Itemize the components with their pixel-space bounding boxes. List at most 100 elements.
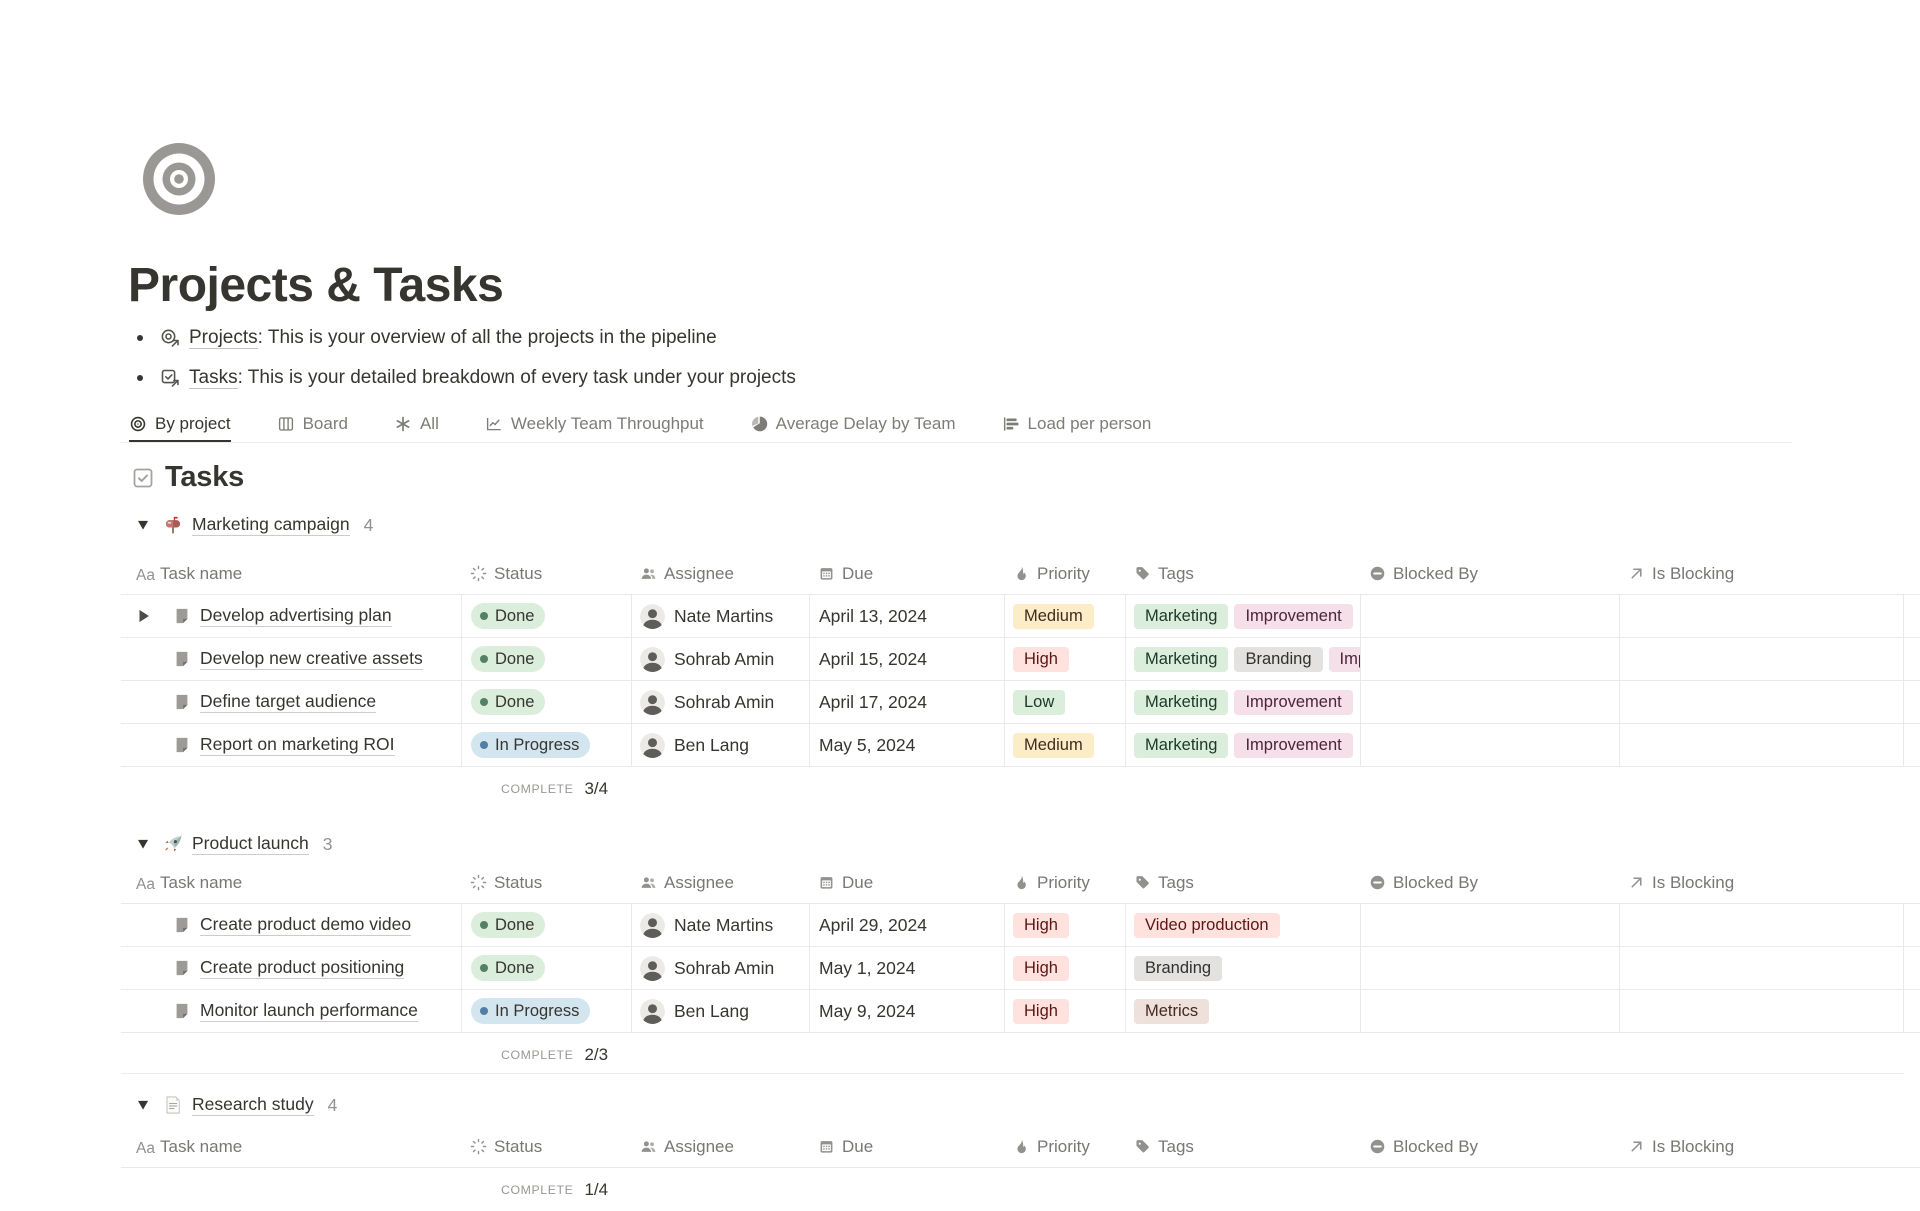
blocked-by-cell[interactable]	[1361, 681, 1620, 724]
due-date-cell[interactable]: April 13, 2024	[810, 595, 1005, 638]
tags-cell[interactable]: Marketing Improvement	[1126, 724, 1361, 767]
blocked-by-cell[interactable]	[1361, 724, 1620, 767]
is-blocking-cell[interactable]	[1620, 724, 1904, 767]
tags-cell[interactable]: Branding	[1126, 947, 1361, 990]
task-link[interactable]: Monitor launch performance	[200, 1000, 418, 1022]
task-name-cell[interactable]: Monitor launch performance	[121, 990, 462, 1033]
is-blocking-cell[interactable]	[1620, 638, 1904, 681]
view-tab-load-per-person[interactable]: Load per person	[1002, 407, 1151, 443]
column-header-tags[interactable]: Tags	[1126, 553, 1361, 595]
tags-cell[interactable]: Metrics	[1126, 990, 1361, 1033]
column-header-task-name[interactable]: Aa Task name	[121, 1126, 462, 1168]
column-header-is-blocking[interactable]: Is Blocking	[1620, 553, 1904, 595]
view-tab-weekly-team-throughput[interactable]: Weekly Team Throughput	[485, 407, 704, 443]
task-name-cell[interactable]: Report on marketing ROI	[121, 724, 462, 767]
assignee-cell[interactable]: Ben Lang	[632, 990, 810, 1033]
blocked-by-cell[interactable]	[1361, 947, 1620, 990]
column-header-is-blocking[interactable]: Is Blocking	[1620, 862, 1904, 904]
priority-cell[interactable]: Medium	[1005, 595, 1126, 638]
column-header-assignee[interactable]: Assignee	[632, 553, 810, 595]
column-header-is-blocking[interactable]: Is Blocking	[1620, 1126, 1904, 1168]
assignee-cell[interactable]: Nate Martins	[632, 595, 810, 638]
assignee-cell[interactable]: Sohrab Amin	[632, 681, 810, 724]
due-date-cell[interactable]: May 1, 2024	[810, 947, 1005, 990]
column-header-task-name[interactable]: Aa Task name	[121, 862, 462, 904]
due-date-cell[interactable]: May 5, 2024	[810, 724, 1005, 767]
task-link[interactable]: Create product positioning	[200, 957, 405, 979]
blocked-by-cell[interactable]	[1361, 990, 1620, 1033]
priority-cell[interactable]: High	[1005, 638, 1126, 681]
column-header-assignee[interactable]: Assignee	[632, 862, 810, 904]
is-blocking-cell[interactable]	[1620, 990, 1904, 1033]
column-header-due[interactable]: Due	[810, 862, 1005, 904]
assignee-cell[interactable]: Ben Lang	[632, 724, 810, 767]
column-header-assignee[interactable]: Assignee	[632, 1126, 810, 1168]
blocked-by-cell[interactable]	[1361, 595, 1620, 638]
due-date-cell[interactable]: April 29, 2024	[810, 904, 1005, 947]
view-tab-by-project[interactable]: By project	[129, 407, 231, 443]
priority-cell[interactable]: High	[1005, 904, 1126, 947]
priority-cell[interactable]: Low	[1005, 681, 1126, 724]
chevron-down-icon[interactable]	[138, 520, 149, 531]
view-tab-board[interactable]: Board	[277, 407, 348, 443]
is-blocking-cell[interactable]	[1620, 904, 1904, 947]
status-cell[interactable]: In Progress	[462, 724, 632, 767]
group-aggregate[interactable]: COMPLETE 3/4	[121, 767, 1920, 810]
task-name-cell[interactable]: Create product positioning	[121, 947, 462, 990]
status-cell[interactable]: Done	[462, 595, 632, 638]
status-cell[interactable]: In Progress	[462, 990, 632, 1033]
column-header-status[interactable]: Status	[462, 1126, 632, 1168]
task-link[interactable]: Develop new creative assets	[200, 648, 423, 670]
assignee-cell[interactable]: Sohrab Amin	[632, 638, 810, 681]
due-date-cell[interactable]: May 9, 2024	[810, 990, 1005, 1033]
task-name-cell[interactable]: Develop advertising plan	[121, 595, 462, 638]
is-blocking-cell[interactable]	[1620, 947, 1904, 990]
status-cell[interactable]: Done	[462, 904, 632, 947]
group-aggregate[interactable]: COMPLETE 1/4	[121, 1168, 1920, 1211]
status-cell[interactable]: Done	[462, 947, 632, 990]
group-aggregate[interactable]: COMPLETE 2/3	[121, 1033, 1920, 1076]
priority-cell[interactable]: High	[1005, 990, 1126, 1033]
task-link[interactable]: Report on marketing ROI	[200, 734, 395, 756]
task-link[interactable]: Create product demo video	[200, 914, 412, 936]
task-name-cell[interactable]: Define target audience	[121, 681, 462, 724]
view-tab-average-delay-by-team[interactable]: Average Delay by Team	[750, 407, 956, 443]
priority-cell[interactable]: Medium	[1005, 724, 1126, 767]
column-header-blocked-by[interactable]: Blocked By	[1361, 862, 1620, 904]
status-cell[interactable]: Done	[462, 681, 632, 724]
group-name-link[interactable]: Research study	[192, 1094, 314, 1116]
page-icon[interactable]	[140, 140, 218, 218]
is-blocking-cell[interactable]	[1620, 595, 1904, 638]
assignee-cell[interactable]: Sohrab Amin	[632, 947, 810, 990]
task-name-cell[interactable]: Create product demo video	[121, 904, 462, 947]
column-header-blocked-by[interactable]: Blocked By	[1361, 1126, 1620, 1168]
column-header-blocked-by[interactable]: Blocked By	[1361, 553, 1620, 595]
group-name-link[interactable]: Product launch	[192, 833, 309, 855]
task-link[interactable]: Define target audience	[200, 691, 377, 713]
column-header-due[interactable]: Due	[810, 553, 1005, 595]
blocked-by-cell[interactable]	[1361, 638, 1620, 681]
status-cell[interactable]: Done	[462, 638, 632, 681]
tags-cell[interactable]: MarketingBrandingImprovement	[1126, 638, 1361, 681]
column-header-due[interactable]: Due	[810, 1126, 1005, 1168]
intro-page-link[interactable]: Tasks	[189, 367, 238, 389]
intro-page-link[interactable]: Projects	[189, 327, 258, 349]
column-header-tags[interactable]: Tags	[1126, 1126, 1361, 1168]
task-link[interactable]: Develop advertising plan	[200, 605, 392, 627]
view-tab-all[interactable]: All	[394, 407, 439, 443]
column-header-tags[interactable]: Tags	[1126, 862, 1361, 904]
column-header-status[interactable]: Status	[462, 862, 632, 904]
priority-cell[interactable]: High	[1005, 947, 1126, 990]
due-date-cell[interactable]: April 15, 2024	[810, 638, 1005, 681]
column-header-priority[interactable]: Priority	[1005, 1126, 1126, 1168]
chevron-down-icon[interactable]	[138, 1100, 149, 1111]
due-date-cell[interactable]: April 17, 2024	[810, 681, 1005, 724]
column-header-priority[interactable]: Priority	[1005, 862, 1126, 904]
group-name-link[interactable]: Marketing campaign	[192, 514, 350, 536]
tags-cell[interactable]: Marketing Improvement	[1126, 681, 1361, 724]
column-header-task-name[interactable]: Aa Task name	[121, 553, 462, 595]
tags-cell[interactable]: Video production	[1126, 904, 1361, 947]
assignee-cell[interactable]: Nate Martins	[632, 904, 810, 947]
task-name-cell[interactable]: Develop new creative assets	[121, 638, 462, 681]
column-header-status[interactable]: Status	[462, 553, 632, 595]
